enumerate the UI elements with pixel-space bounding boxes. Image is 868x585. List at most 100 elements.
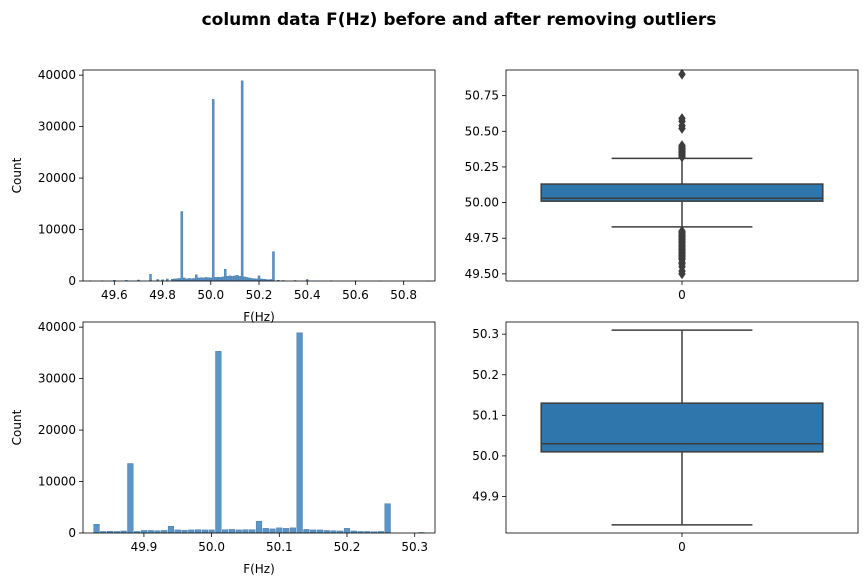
y-tick-label: 20000 bbox=[38, 423, 76, 437]
histogram-bar bbox=[243, 276, 246, 282]
histogram-bar bbox=[276, 527, 283, 534]
y-tick-label: 40000 bbox=[38, 320, 76, 334]
histogram-bar bbox=[199, 277, 203, 282]
histogram-bar bbox=[215, 351, 222, 534]
x-tick-label: 50.0 bbox=[198, 540, 225, 554]
x-tick-label: 50.6 bbox=[342, 288, 369, 302]
y-tick-label: 40000 bbox=[38, 68, 76, 82]
histogram-bar bbox=[228, 275, 232, 282]
y-tick-label: 50.50 bbox=[465, 124, 499, 138]
histogram-bar bbox=[207, 277, 210, 282]
histogram-bar bbox=[197, 277, 200, 282]
histogram-bar bbox=[255, 520, 263, 534]
histogram-bar bbox=[245, 277, 249, 282]
y-tick-label: 49.75 bbox=[465, 231, 499, 245]
y-tick-label: 30000 bbox=[38, 120, 76, 134]
histogram-bar bbox=[296, 332, 303, 534]
y-tick-label: 50.0 bbox=[472, 449, 499, 463]
histogram-bar bbox=[257, 275, 261, 282]
histogram-bar bbox=[224, 268, 227, 282]
histogram-bar bbox=[226, 276, 229, 282]
histogram-bar bbox=[222, 529, 229, 534]
histogram-bar bbox=[216, 276, 220, 282]
histogram-bar bbox=[214, 277, 217, 282]
histogram-bar bbox=[195, 274, 198, 282]
histogram-bar bbox=[93, 524, 100, 534]
histogram-bar bbox=[240, 80, 244, 282]
axes-frame bbox=[82, 321, 436, 534]
box-iqr bbox=[540, 402, 824, 453]
histogram-bar bbox=[272, 251, 275, 282]
y-tick-label: 10000 bbox=[38, 223, 76, 237]
histogram-bar bbox=[242, 529, 249, 534]
histogram-bar bbox=[303, 529, 310, 534]
histogram-after-panel: 49.9 50.0 50.1 50.2 50.3 0 10000 20000 30000 4000… bbox=[10, 320, 436, 576]
histogram-bar bbox=[188, 529, 195, 534]
histogram-bar bbox=[269, 528, 276, 534]
x-tick-label: 49.9 bbox=[131, 540, 158, 554]
histogram-bar bbox=[231, 276, 234, 282]
y-tick-label: 10000 bbox=[38, 475, 76, 489]
y-tick-label: 49.50 bbox=[465, 267, 499, 281]
histogram-bar bbox=[233, 275, 237, 282]
x-tick-label: 50.2 bbox=[334, 540, 361, 554]
outlier-point bbox=[678, 113, 686, 124]
y-tick-label: 0 bbox=[68, 274, 76, 288]
box-iqr bbox=[540, 183, 824, 202]
y-tick-label: 50.1 bbox=[472, 408, 499, 422]
histogram-bar bbox=[208, 529, 215, 534]
x-tick-label: 50.8 bbox=[390, 288, 417, 302]
histogram-bar bbox=[262, 528, 269, 534]
boxplot-after-panel: 0 49.9 50.0 50.1 50.2 50.3 bbox=[472, 321, 859, 554]
figure-title: column data F(Hz) before and after remov… bbox=[202, 10, 717, 30]
x-tick-label: 0 bbox=[678, 288, 686, 302]
y-axis-label: Count bbox=[10, 409, 24, 445]
x-tick-label: 50.3 bbox=[401, 540, 428, 554]
x-tick-label: 0 bbox=[678, 540, 686, 554]
histogram-bar bbox=[202, 277, 205, 282]
histogram-bar bbox=[194, 529, 202, 534]
histogram-bar bbox=[183, 277, 186, 282]
histogram-bar bbox=[289, 527, 296, 534]
histogram-bar bbox=[221, 276, 225, 282]
boxplot-before-panel: 0 49.50 49.75 50.00 50.25 50.50 50.75 bbox=[465, 68, 859, 302]
histogram-bar bbox=[310, 529, 317, 534]
outlier-point bbox=[678, 140, 686, 151]
histogram-bar bbox=[211, 99, 215, 282]
y-tick-label: 20000 bbox=[38, 171, 76, 185]
x-tick-label: 50.0 bbox=[197, 288, 224, 302]
histogram-bar bbox=[204, 277, 208, 282]
histogram-bar bbox=[343, 528, 351, 534]
x-tick-label: 50.1 bbox=[266, 540, 293, 554]
histogram-before-panel: 49.6 49.8 50.0 50.2 50.4 50.6 50.8 0 10000 20000 3… bbox=[10, 68, 436, 324]
x-tick-label: 50.2 bbox=[246, 288, 273, 302]
x-axis-label: F(Hz) bbox=[243, 562, 275, 576]
histogram-bar bbox=[209, 277, 213, 282]
y-tick-label: 50.2 bbox=[472, 368, 499, 382]
histogram-bar bbox=[384, 503, 391, 534]
y-tick-label: 30000 bbox=[38, 372, 76, 386]
x-tick-label: 49.6 bbox=[101, 288, 128, 302]
y-tick-label: 0 bbox=[68, 526, 76, 540]
histogram-bar bbox=[235, 529, 242, 534]
outlier-point bbox=[678, 268, 686, 280]
histogram-bar bbox=[127, 463, 134, 534]
x-tick-label: 49.8 bbox=[149, 288, 176, 302]
histogram-bar bbox=[249, 529, 256, 534]
histogram-bar bbox=[248, 277, 251, 282]
x-axis-label: F(Hz) bbox=[243, 310, 275, 324]
y-tick-label: 50.25 bbox=[465, 160, 499, 174]
y-tick-label: 49.9 bbox=[472, 489, 499, 503]
histogram-bar bbox=[180, 211, 184, 282]
histogram-bar bbox=[149, 274, 152, 282]
y-tick-label: 50.3 bbox=[472, 327, 499, 341]
y-axis-label: Count bbox=[10, 157, 24, 193]
histogram-bar bbox=[236, 275, 239, 282]
histogram-bar bbox=[219, 277, 222, 282]
histogram-bar bbox=[174, 529, 181, 534]
y-tick-label: 50.00 bbox=[465, 196, 499, 210]
x-tick-label: 50.4 bbox=[294, 288, 321, 302]
histogram-bar bbox=[181, 529, 188, 534]
histogram-bar bbox=[316, 529, 323, 534]
